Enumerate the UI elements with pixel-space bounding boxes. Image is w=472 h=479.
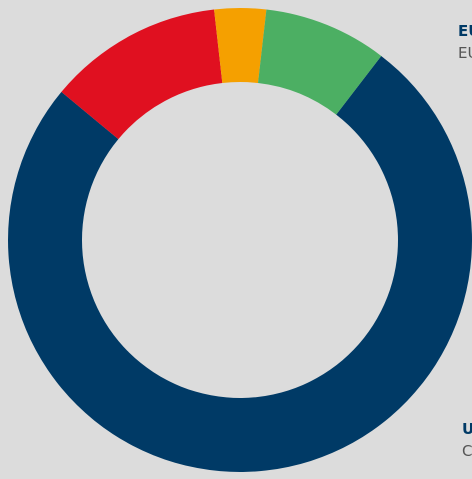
label-bottom-right-title: U [462, 420, 472, 438]
label-top-right-subtitle: EU [458, 44, 472, 62]
donut-slice-4 [258, 9, 382, 115]
label-bottom-right-subtitle: C [462, 442, 472, 460]
donut-slice-1 [8, 55, 472, 472]
donut-slice-3 [214, 7, 267, 84]
donut-slice-2 [61, 9, 223, 140]
label-top-right-title: EU [458, 22, 472, 40]
